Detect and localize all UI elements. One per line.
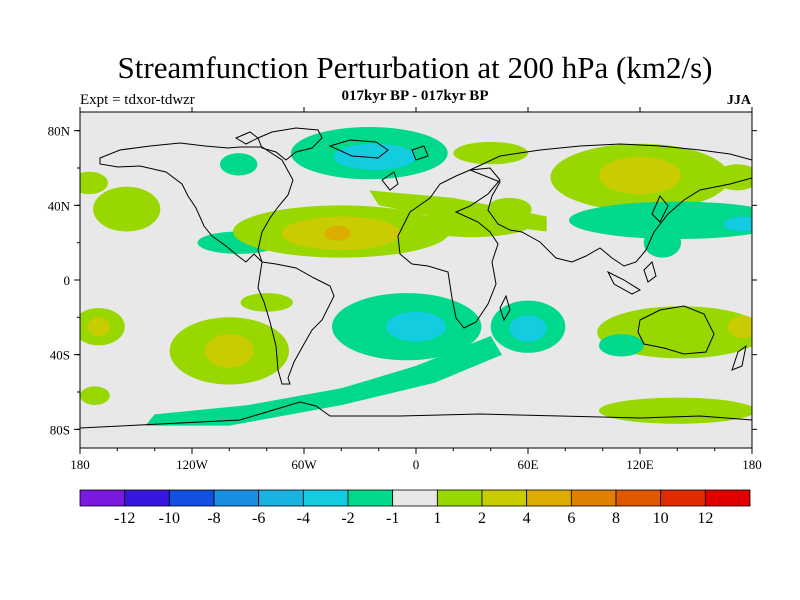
colorbar-swatch <box>347 489 394 507</box>
contour-region <box>598 156 682 195</box>
contour-region <box>220 153 258 176</box>
x-tick-label: 180 <box>70 457 90 472</box>
colorbar-label: 8 <box>612 510 620 527</box>
x-tick-label: 60E <box>518 457 539 472</box>
colorbar-swatch <box>526 489 572 507</box>
colorbar-label: 4 <box>523 510 531 527</box>
contour-region <box>598 397 752 424</box>
y-tick-label: 80N <box>48 124 71 139</box>
colorbar-label: -1 <box>386 510 399 527</box>
x-tick-label: 60W <box>291 457 317 472</box>
colorbar-swatch <box>213 489 260 507</box>
contour-region <box>80 386 110 406</box>
contour-region <box>453 141 528 165</box>
axes: 180 120W 60W 0 60E 120E 180 80N 40N 0 40S 80S <box>48 107 762 472</box>
contour-region <box>714 164 752 191</box>
colorbar-label: -10 <box>159 510 180 527</box>
colorbar: -12 -10 -8 -6 -4 -2 -1 1 2 4 6 8 10 12 <box>79 489 751 527</box>
colorbar-swatch <box>615 489 662 507</box>
x-tick-label: 120W <box>176 457 209 472</box>
colorbar-label: -8 <box>207 510 220 527</box>
contour-region <box>386 311 446 342</box>
colorbar-swatch <box>436 489 483 507</box>
colorbar-swatch <box>481 489 528 507</box>
colorbar-swatch <box>258 489 304 507</box>
colorbar-label: 6 <box>567 510 575 527</box>
colorbar-label: -4 <box>297 510 310 527</box>
coastlines <box>80 127 752 429</box>
contour-region <box>80 171 108 195</box>
y-tick-label: 40N <box>48 198 71 213</box>
contour-region <box>509 315 547 342</box>
season-label: JJA <box>726 93 751 108</box>
colorbar-swatch <box>392 489 438 507</box>
x-tick-label: 180 <box>742 457 762 472</box>
colorbar-swatch <box>124 489 170 507</box>
contour-region <box>205 334 254 368</box>
contour-region <box>333 143 416 170</box>
contour-region <box>93 186 161 232</box>
colorbar-label: -12 <box>114 510 135 527</box>
colorbar-swatch <box>168 489 215 507</box>
y-tick-label: 0 <box>64 273 71 288</box>
colorbar-swatch <box>79 489 126 507</box>
colorbar-swatch <box>302 489 349 507</box>
colorbar-label: 12 <box>697 510 713 527</box>
x-tick-label: 120E <box>626 457 654 472</box>
chart-title: Streamfunction Perturbation at 200 hPa (… <box>117 50 713 85</box>
y-tick-label: 40S <box>50 348 70 363</box>
colorbar-label: 10 <box>653 510 669 527</box>
contour-region <box>598 334 644 357</box>
chart-subtitle: 017kyr BP - 017kyr BP <box>341 88 489 104</box>
contour-region <box>569 201 752 239</box>
colorbar-swatch <box>570 489 617 507</box>
colorbar-label: -2 <box>341 510 354 527</box>
experiment-label: Expt = tdxor-tdwzr <box>80 92 195 108</box>
colorbar-label: 2 <box>478 510 486 527</box>
contour-region <box>87 317 110 337</box>
contour-region <box>324 225 351 241</box>
plot-area <box>80 112 752 448</box>
contour-region <box>486 197 532 221</box>
x-tick-label: 0 <box>413 457 420 472</box>
contour-region <box>724 216 752 232</box>
contour-band <box>145 336 502 426</box>
colorbar-swatch <box>704 489 751 507</box>
colorbar-label: 1 <box>433 510 441 527</box>
contour-region <box>240 293 293 312</box>
contour-region <box>727 315 752 338</box>
y-tick-label: 80S <box>50 422 70 437</box>
colorbar-label: -6 <box>252 510 265 527</box>
colorbar-swatch <box>660 489 706 507</box>
